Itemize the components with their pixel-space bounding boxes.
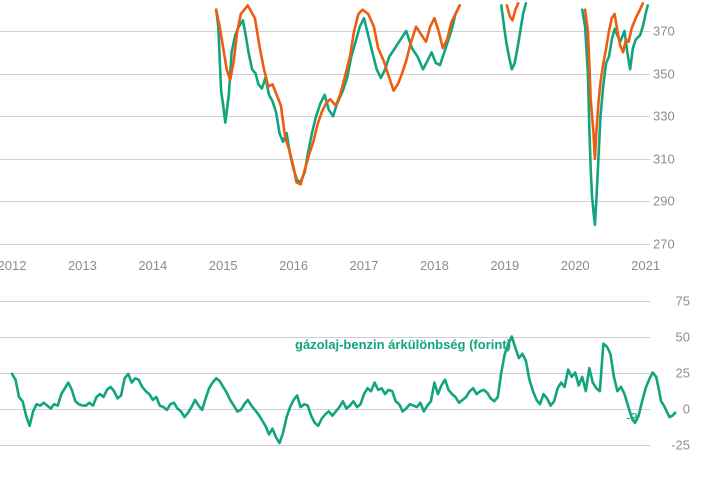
difference-end-value-label: -3 — [626, 410, 638, 425]
top-y-tick-label: 310 — [653, 152, 675, 167]
top-y-tick-label: 290 — [653, 194, 675, 209]
orange-price-line — [583, 1, 645, 161]
x-tick-label: 2015 — [209, 258, 238, 273]
top-series-lines — [214, 1, 649, 227]
x-tick-label: 2017 — [350, 258, 379, 273]
top-y-tick-label: 350 — [653, 67, 675, 82]
x-tick-label: 2012 — [0, 258, 26, 273]
bottom-y-tick-label: -25 — [671, 438, 690, 453]
green-price-line — [500, 1, 528, 71]
top-y-tick-label: 270 — [653, 237, 675, 252]
top-gridlines — [0, 31, 650, 245]
x-tick-label: 2020 — [561, 258, 590, 273]
x-tick-label: 2021 — [631, 258, 660, 273]
top-y-tick-label: 370 — [653, 24, 675, 39]
bottom-y-tick-label: 50 — [676, 330, 690, 345]
green-price-line — [580, 4, 649, 227]
x-tick-label: 2013 — [68, 258, 97, 273]
bottom-y-tick-label: 0 — [683, 402, 690, 417]
bottom-series-lines — [10, 335, 677, 445]
bottom-y-tick-label: 75 — [676, 294, 690, 309]
x-tick-label: 2014 — [138, 258, 167, 273]
bottom-y-tick-label: 25 — [676, 366, 690, 381]
orange-price-line — [505, 1, 520, 22]
difference-series-label: gázolaj-benzin árkülönbség (forint) — [295, 337, 511, 352]
x-tick-label: 2016 — [279, 258, 308, 273]
bottom-gridlines — [0, 301, 650, 446]
tick-labels: 370 350 330 310 290 270 2012 2013 2014 2015 2016 20… — [0, 24, 690, 453]
orange-price-line — [214, 4, 461, 186]
top-y-tick-label: 330 — [653, 109, 675, 124]
x-tick-label: 2019 — [490, 258, 519, 273]
difference-line — [10, 335, 677, 445]
x-tick-label: 2018 — [420, 258, 449, 273]
